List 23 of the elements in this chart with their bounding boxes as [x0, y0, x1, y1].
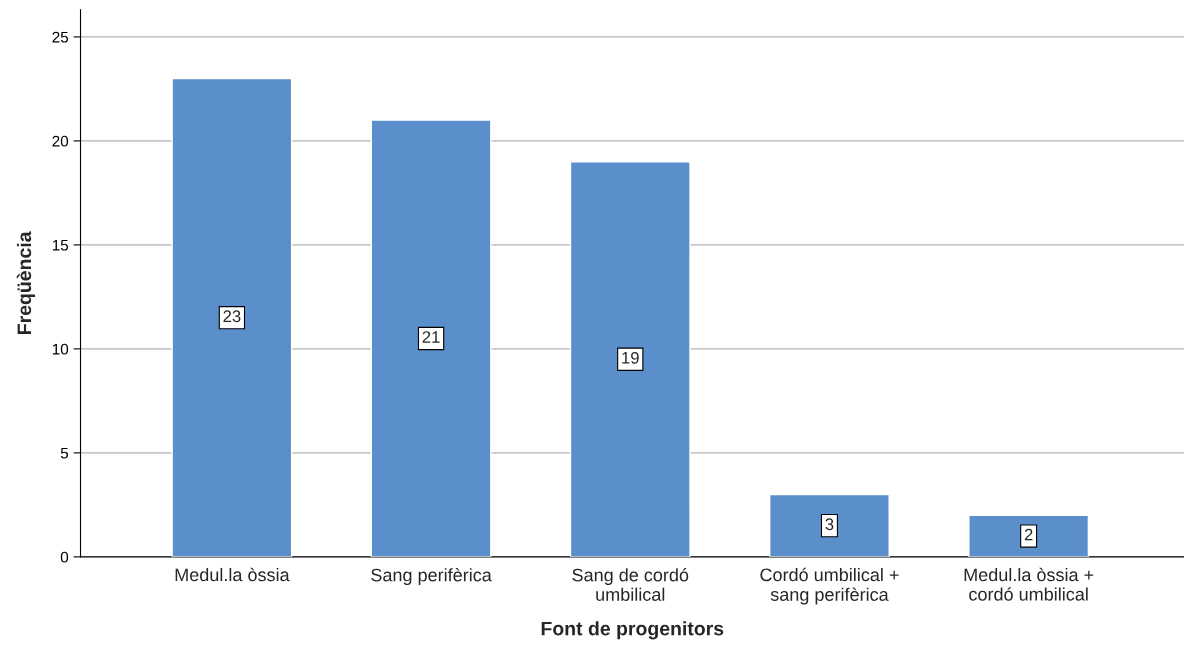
y-tick-label: 25 — [52, 31, 69, 43]
y-axis-title: Freqüència — [16, 231, 36, 334]
x-tick-label: Cordó umbilical + sang perifèrica — [760, 567, 899, 605]
y-tick-label: 15 — [52, 239, 69, 251]
data-label: 19 — [622, 351, 639, 364]
bar — [968, 514, 1090, 557]
x-tick-label: Sang de cordó umbilical — [572, 567, 689, 601]
bar — [768, 493, 890, 557]
y-tick-label: 10 — [52, 343, 69, 355]
data-label: 21 — [422, 331, 440, 343]
y-tick-label: 0 — [60, 551, 69, 563]
y-tick-label: 20 — [52, 135, 69, 147]
bar — [171, 77, 293, 557]
x-tick-label: Medul.la òssia — [175, 567, 290, 582]
data-label: 23 — [223, 310, 241, 323]
y-tick-label: 5 — [60, 447, 69, 459]
data-label: 3 — [825, 518, 834, 531]
data-label: 2 — [1024, 528, 1033, 541]
x-tick-label: Sang perifèrica — [371, 567, 492, 586]
bar — [569, 161, 691, 557]
x-axis-title: Font de progenitors — [541, 621, 724, 640]
x-tick-label: Medul.la òssia + cordó umbilical — [964, 567, 1094, 601]
bar — [370, 119, 492, 557]
